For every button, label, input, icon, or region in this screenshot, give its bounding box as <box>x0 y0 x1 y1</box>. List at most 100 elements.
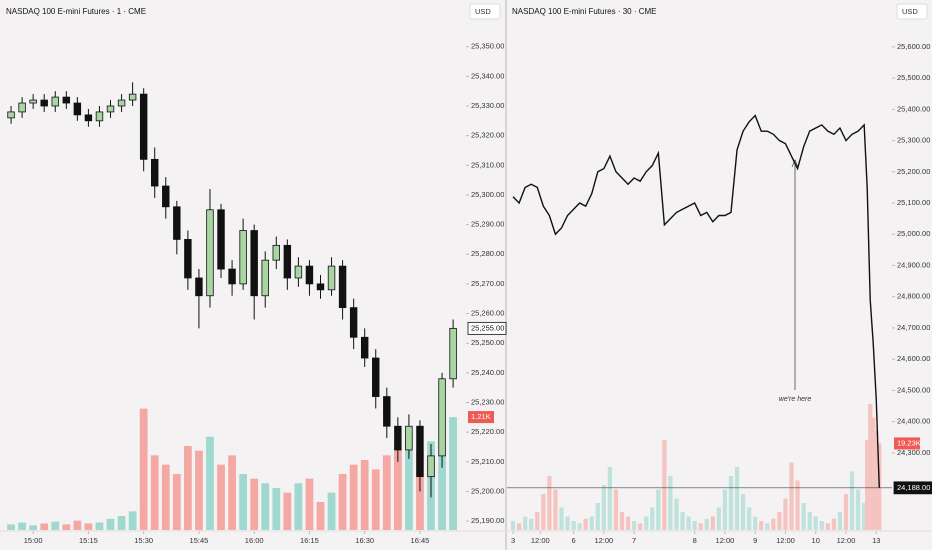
volume-bar <box>7 524 15 530</box>
y-tick-label: 25,310.00 <box>471 160 504 169</box>
volume-bar <box>338 474 347 530</box>
y-tick-label: 25,210.00 <box>471 457 504 466</box>
y-tick-label: 25,100.00 <box>897 198 930 207</box>
candle-body <box>106 105 115 113</box>
volume-bar <box>29 525 38 530</box>
volume-bar <box>571 521 576 530</box>
volume-bar <box>674 498 679 530</box>
candle-body <box>117 99 126 107</box>
y-tick-label: 24,800.00 <box>897 292 930 301</box>
y-tick-label: 25,330.00 <box>471 101 504 110</box>
y-tick-label: 25,320.00 <box>471 131 504 140</box>
volume-bar <box>644 516 649 530</box>
x-tick-label: 3 <box>511 536 515 545</box>
candle-body <box>416 425 424 478</box>
volume-bar <box>662 440 667 530</box>
volume-bar <box>753 516 758 530</box>
candle-body <box>250 230 258 297</box>
volume-bar <box>393 446 402 530</box>
volume-bar <box>722 489 728 530</box>
volume-bar <box>172 474 181 530</box>
volume-bar <box>777 512 782 530</box>
candle-body <box>62 96 71 104</box>
y-tick-label: 25,290.00 <box>471 220 504 229</box>
volume-bar <box>294 483 303 530</box>
candle-body <box>95 111 104 122</box>
candle-body <box>360 336 369 359</box>
candle-body <box>217 209 225 270</box>
volume-bar <box>692 521 697 530</box>
x-tick-label: 12:00 <box>594 536 613 545</box>
currency: USD <box>902 7 918 16</box>
last-price-label: 25,255.00 <box>471 323 504 332</box>
annotation-arrowhead <box>791 159 799 168</box>
y-tick-label: 25,200.00 <box>471 486 504 495</box>
candle-body <box>51 96 59 107</box>
chart-title: NASDAQ 100 E-mini Futures · 1 · CME <box>6 7 146 16</box>
volume-bar <box>510 521 516 530</box>
volume-bar <box>449 417 457 530</box>
volume-bar <box>740 494 746 530</box>
y-tick-label: 25,230.00 <box>471 397 504 406</box>
volume-bar <box>583 518 588 530</box>
currency-box[interactable] <box>896 3 928 20</box>
last-volume-label: 1.21K <box>471 412 491 421</box>
x-tick-label: 16:45 <box>411 536 430 545</box>
volume-bar <box>601 485 606 530</box>
x-tick-label: 16:30 <box>355 536 374 545</box>
candle-body <box>383 396 391 427</box>
candle-body <box>18 102 26 113</box>
candle-body <box>162 185 170 208</box>
volume-bar <box>529 518 534 530</box>
y-tick-label: 25,280.00 <box>471 249 504 258</box>
volume-bar <box>619 512 625 530</box>
volume-bar <box>807 512 812 530</box>
y-tick-label: 25,300.00 <box>897 136 930 145</box>
currency: USD <box>475 7 491 16</box>
y-tick-label: 25,240.00 <box>471 368 504 377</box>
volume-bar <box>559 507 564 530</box>
volume-bar <box>734 467 740 530</box>
volume-bar <box>837 512 843 530</box>
volume-bar <box>95 522 104 530</box>
volume-bar <box>849 471 855 530</box>
candle-body <box>394 425 402 451</box>
volume-bar <box>728 476 734 530</box>
y-tick-label: 24,300.00 <box>897 448 930 457</box>
volume-bar <box>84 523 93 530</box>
x-tick-label: 12:00 <box>531 536 550 545</box>
candle-body <box>173 206 181 240</box>
candle-body <box>305 265 314 285</box>
volume-bar <box>382 455 391 530</box>
currency-box[interactable] <box>469 3 501 20</box>
candle-body <box>73 102 82 116</box>
volume-bar <box>161 464 170 530</box>
volume-bar <box>128 511 137 530</box>
y-tick-label: 25,220.00 <box>471 427 504 436</box>
volume-bar <box>438 455 446 530</box>
volume-bar <box>825 523 830 530</box>
volume-bar <box>704 518 709 530</box>
x-tick-label: 8 <box>693 536 697 545</box>
last-price-box <box>893 481 932 495</box>
candle-body <box>283 244 292 279</box>
volume-bar <box>716 507 721 530</box>
y-tick-label: 25,340.00 <box>471 71 504 80</box>
volume-bar <box>541 494 546 530</box>
volume-bar <box>73 520 82 530</box>
volume-bar <box>547 476 552 530</box>
volume-bar <box>228 455 236 530</box>
volume-bar <box>625 516 631 530</box>
volume-bar <box>801 503 806 530</box>
candle-body <box>261 259 269 297</box>
x-tick-label: 7 <box>632 536 636 545</box>
y-tick-label: 24,900.00 <box>897 260 930 269</box>
volume-bar <box>874 431 879 530</box>
x-tick-label: 16:00 <box>245 536 264 545</box>
volume-bar <box>62 524 71 530</box>
volume-bar <box>40 523 49 530</box>
candle-body <box>228 268 236 285</box>
y-tick-label: 25,270.00 <box>471 279 504 288</box>
volume-bar <box>862 503 867 530</box>
